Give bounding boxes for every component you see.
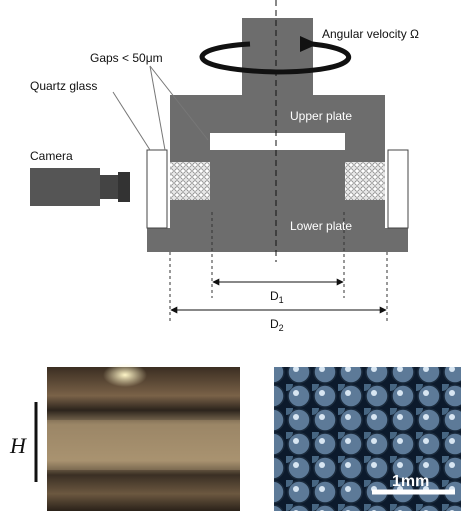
- rotation-arrow: [199, 41, 351, 75]
- camera-label: Camera: [30, 149, 73, 163]
- leader-lines: [112, 65, 209, 151]
- quartz-left: [146, 149, 168, 229]
- h-label: H: [9, 433, 27, 458]
- side-photo: [47, 367, 240, 511]
- upper-plate-label: Upper plate: [290, 109, 352, 123]
- camera-lens-front: [118, 172, 130, 202]
- granular-band: [47, 420, 240, 470]
- apparatus: [30, 0, 409, 322]
- camera-body: [30, 168, 100, 206]
- granular-left: [170, 162, 210, 200]
- upper-plate: [170, 18, 385, 162]
- bead-photo: [274, 367, 461, 511]
- d1-sub: 1: [279, 295, 284, 305]
- lower-plate-core: [210, 150, 345, 210]
- angular-velocity-label: Angular velocity Ω: [322, 27, 419, 41]
- dimension-guides: [169, 212, 388, 322]
- d2-label: D2: [270, 317, 284, 333]
- quartz-label: Quartz glass: [30, 79, 97, 93]
- gaps-label: Gaps < 50μm: [90, 51, 163, 65]
- lower-plate-label: Lower plate: [290, 219, 352, 233]
- d2-main: D: [270, 317, 279, 331]
- d2-sub: 2: [279, 323, 284, 333]
- rotation-head: [300, 36, 318, 52]
- granular-right: [345, 162, 385, 200]
- scale-label: 1mm: [392, 473, 429, 490]
- d1-label: D1: [270, 289, 284, 305]
- d1-main: D: [270, 289, 279, 303]
- light-glare: [103, 363, 147, 387]
- quartz-right: [387, 149, 409, 229]
- camera-lens: [100, 175, 118, 199]
